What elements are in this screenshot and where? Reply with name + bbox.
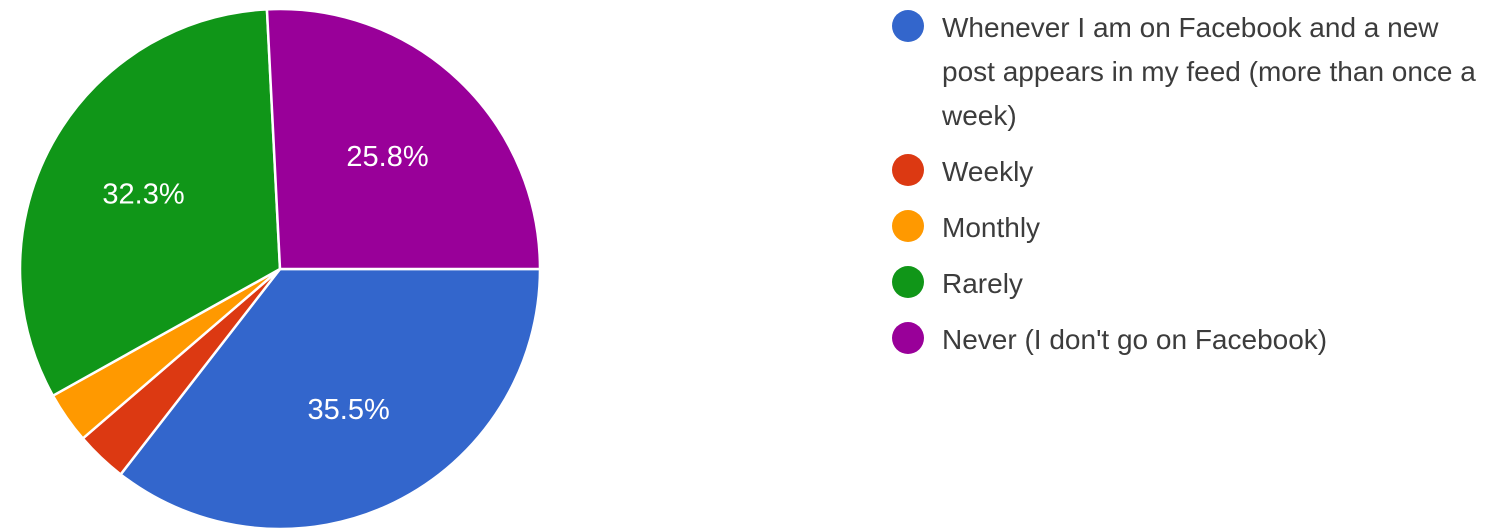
pie-chart: 35.5% 32.3% 25.8% [18, 7, 542, 528]
legend-swatch [892, 10, 924, 42]
legend-item: Whenever I am on Facebook and a new post… [892, 6, 1492, 138]
legend-label: Never (I don't go on Facebook) [942, 324, 1328, 355]
pie-slice-5 [265, 7, 542, 271]
pie-slice-1 [118, 267, 542, 528]
slice-percent-label: 35.5% [308, 394, 390, 426]
legend-swatch [892, 266, 924, 298]
pie-slice-4 [18, 8, 282, 398]
legend-swatch [892, 154, 924, 186]
legend-item: Monthly [892, 206, 1492, 250]
legend: Whenever I am on Facebook and a new post… [892, 6, 1492, 374]
legend-item: Rarely [892, 262, 1492, 306]
slice-percent-label: 32.3% [102, 178, 184, 210]
legend-swatch [892, 210, 924, 242]
legend-swatch [892, 322, 924, 354]
slice-percent-label: 25.8% [346, 141, 428, 173]
legend-label: Whenever I am on Facebook and a new post… [942, 12, 1476, 131]
legend-label: Weekly [942, 156, 1034, 187]
legend-item: Weekly [892, 150, 1492, 194]
legend-item: Never (I don't go on Facebook) [892, 318, 1492, 362]
legend-label: Monthly [942, 212, 1041, 243]
legend-label: Rarely [942, 268, 1023, 299]
